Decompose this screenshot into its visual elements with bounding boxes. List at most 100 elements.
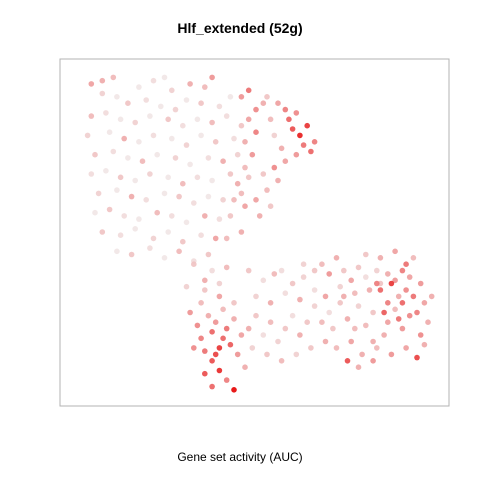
scatter-point [143, 197, 149, 203]
scatter-point [202, 84, 208, 90]
scatter-point [198, 100, 204, 106]
scatter-point [132, 177, 138, 184]
scatter-point [399, 325, 406, 332]
scatter-point [289, 312, 296, 319]
scatter-point [385, 319, 391, 326]
scatter-point [132, 226, 138, 232]
scatter-point [352, 290, 358, 297]
scatter-point [366, 287, 373, 293]
scatter-point [421, 300, 428, 306]
scatter-point [169, 213, 175, 219]
scatter-point [216, 103, 223, 110]
scatter-point [300, 261, 307, 268]
scatter-point [282, 325, 289, 332]
scatter-point [147, 113, 153, 119]
scatter-point [271, 132, 278, 139]
scatter-point [103, 168, 109, 174]
scatter-point [242, 139, 248, 145]
scatter-point [319, 261, 325, 268]
scatter-point [191, 345, 197, 351]
scatter-point [176, 193, 182, 200]
scatter-point [202, 213, 208, 219]
scatter-point [223, 377, 230, 383]
scatter-point [304, 122, 311, 129]
scatter-point [245, 116, 252, 123]
scatter-point [212, 139, 219, 145]
scatter-point [337, 300, 344, 306]
scatter-point [223, 325, 230, 332]
scatter-point [187, 161, 193, 168]
scatter-point [183, 283, 190, 290]
scatter-point [297, 332, 303, 338]
scatter-point [300, 274, 307, 280]
scatter-point [363, 251, 369, 258]
scatter-point [238, 332, 245, 338]
scatter-point [392, 248, 398, 255]
scatter-point [370, 309, 376, 316]
scatter-point [169, 135, 175, 142]
scatter-point [289, 280, 296, 287]
scatter-point [337, 283, 344, 290]
scatter-point [106, 206, 113, 213]
scatter-point [216, 216, 223, 222]
scatter-point [395, 293, 402, 300]
scatter-point [194, 116, 201, 123]
scatter-point [150, 235, 157, 242]
scatter-point [275, 338, 281, 345]
scatter-point [293, 351, 300, 358]
scatter-point [212, 351, 219, 358]
scatter-point [264, 187, 270, 193]
scatter-point [172, 106, 179, 113]
scatter-point [161, 254, 168, 261]
scatter-point [245, 325, 252, 332]
scatter-point [139, 158, 146, 164]
scatter-point [410, 254, 417, 261]
scatter-point [355, 264, 362, 271]
scatter-point [231, 197, 237, 203]
scatter-point [187, 81, 193, 87]
scatter-point [282, 158, 289, 164]
scatter-point [374, 267, 380, 274]
scatter-point [322, 293, 329, 300]
scatter-point [377, 254, 384, 261]
scatter-point [231, 135, 237, 142]
scatter-point [267, 203, 274, 209]
plot-frame [59, 58, 450, 407]
scatter-point [209, 329, 215, 335]
scatter-point [150, 132, 157, 139]
scatter-point [165, 116, 171, 123]
scatter-point [333, 254, 340, 261]
scatter-point [282, 290, 289, 297]
scatter-point [202, 277, 208, 284]
scatter-point [154, 151, 160, 158]
scatter-point [348, 338, 355, 345]
scatter-point [117, 232, 124, 238]
scatter-point [180, 122, 186, 129]
scatter-point [311, 267, 318, 274]
scatter-point [311, 303, 318, 309]
scatter-point [428, 293, 435, 300]
scatter-point [154, 209, 160, 216]
scatter-point [198, 132, 204, 139]
scatter-point [194, 174, 201, 181]
scatter-point [403, 261, 409, 268]
scatter-point [165, 229, 171, 235]
scatter-point [216, 293, 223, 300]
scatter-point [161, 190, 168, 197]
scatter-point [341, 293, 347, 300]
scatter-point [388, 280, 395, 287]
scatter-point [308, 345, 314, 351]
scatter-point [227, 94, 234, 100]
scatter-point [150, 77, 157, 84]
scatter-point [84, 132, 91, 139]
scatter-point [128, 251, 135, 258]
scatter-point [253, 197, 259, 203]
scatter-point [136, 216, 142, 222]
scatter-point [344, 316, 351, 322]
scatter-point [88, 171, 95, 177]
scatter-point [205, 193, 212, 200]
scatter-point [136, 84, 142, 90]
scatter-point [106, 129, 113, 135]
scatter-point [282, 106, 289, 113]
scatter-point [231, 387, 237, 393]
